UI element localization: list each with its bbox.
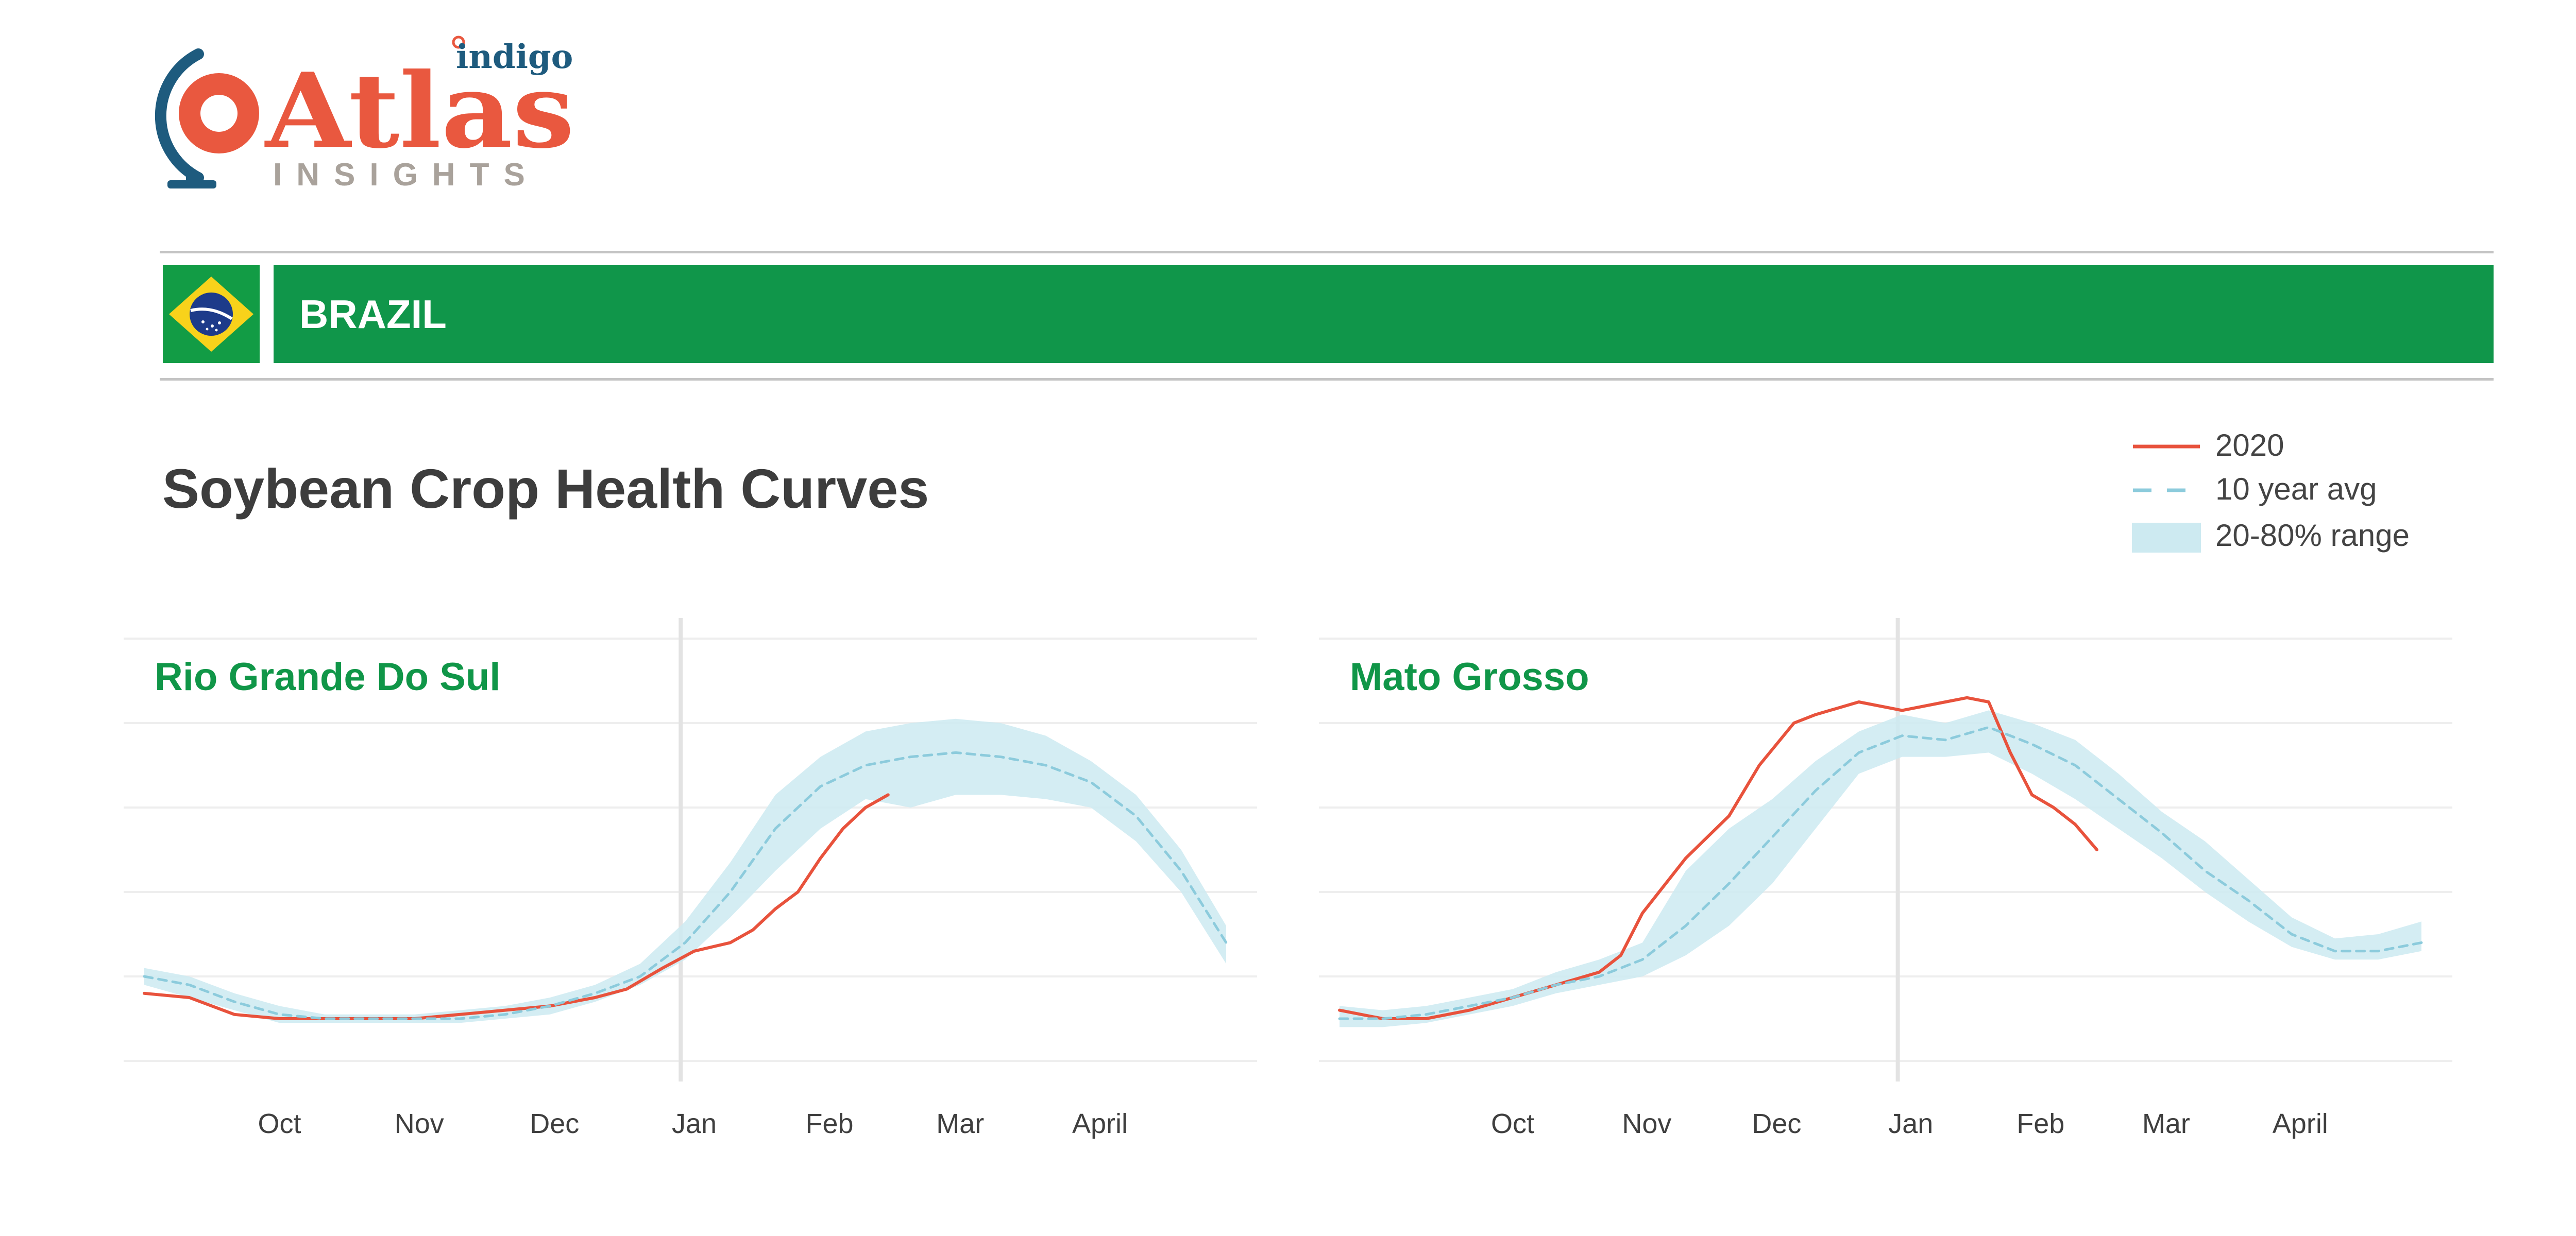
top-divider — [160, 251, 2494, 253]
legend-item-avg: 10 year avg — [2128, 469, 2499, 510]
x-tick-label: Dec — [530, 1108, 579, 1139]
x-tick-label: April — [1072, 1108, 1128, 1139]
x-tick-label: Nov — [1622, 1108, 1671, 1139]
brand-main: Atlas — [264, 50, 574, 171]
x-tick-label: Mar — [936, 1108, 984, 1139]
x-tick-label: Oct — [258, 1108, 301, 1139]
banner-bar — [274, 265, 2494, 363]
brand-tag: INSIGHTS — [273, 157, 539, 193]
x-tick-label: Nov — [395, 1108, 444, 1139]
chart-title: Rio Grande Do Sul — [155, 655, 500, 699]
gridlines — [1319, 638, 2452, 1062]
legend-label: 2020 — [2215, 428, 2284, 462]
x-tick-label: April — [2273, 1108, 2328, 1139]
country-name: BRAZIL — [299, 291, 447, 337]
x-tick-label: Oct — [1491, 1108, 1534, 1139]
chart-title: Mato Grosso — [1350, 655, 1589, 699]
series-2020 — [143, 793, 890, 1020]
legend-dashed-swatch — [2133, 488, 2200, 492]
legend-label: 10 year avg — [2215, 472, 2377, 506]
page-title: Soybean Crop Health Curves — [162, 457, 929, 520]
legend-line-swatch — [2133, 444, 2200, 449]
range-band-20-80 — [1340, 710, 2421, 1027]
globe-logo-icon: indigo Atlas INSIGHTS — [155, 36, 574, 193]
legend-label: 20-80% range — [2215, 518, 2410, 553]
gridlines — [124, 638, 1257, 1062]
series-10-year-avg — [1338, 726, 2423, 1020]
x-tick-label: Jan — [1888, 1108, 1933, 1139]
country-banner: BRAZIL — [163, 265, 2494, 363]
x-tick-label: Dec — [1752, 1108, 1801, 1139]
x-tick-label: Feb — [2016, 1108, 2064, 1139]
legend-item-2020: 2020 — [2128, 425, 2499, 466]
atlas-logo: indigo Atlas INSIGHTS — [149, 31, 587, 196]
legend-band-swatch — [2132, 523, 2201, 553]
brazil-flag-icon — [163, 265, 260, 363]
chart-rio-grande-do-sul: Oct Nov Dec Jan Feb Mar April Rio Grande Do Sul — [124, 618, 1257, 1139]
chart-mato-grosso: Oct Nov Dec Jan Feb Mar April Mato Grosso — [1319, 618, 2452, 1139]
brand-sub: indigo — [456, 38, 573, 76]
x-tick-label: Feb — [805, 1108, 853, 1139]
legend-item-range: 20-80% range — [2128, 515, 2499, 556]
x-tick-label: Mar — [2142, 1108, 2190, 1139]
series-10-year-avg — [143, 751, 1228, 1020]
bottom-divider — [160, 378, 2494, 381]
chart-legend: 2020 10 year avg 20-80% range — [2128, 425, 2499, 569]
x-tick-label: Jan — [672, 1108, 717, 1139]
